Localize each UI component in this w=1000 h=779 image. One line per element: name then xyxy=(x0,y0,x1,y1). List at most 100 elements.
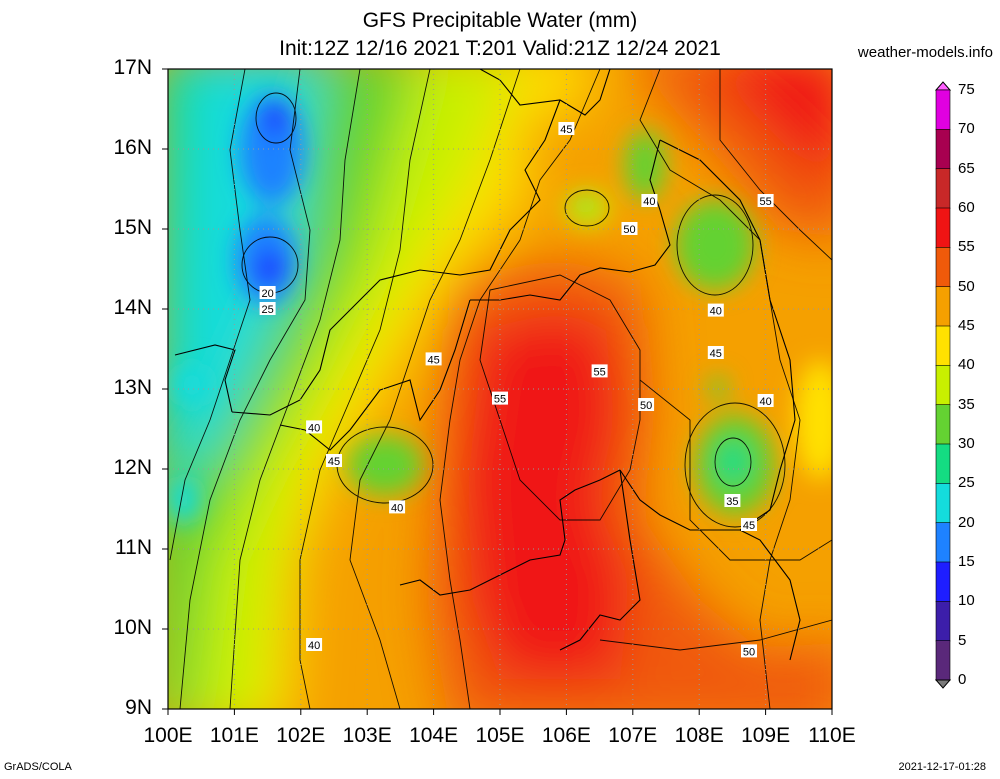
contour-label: 45 xyxy=(326,454,342,468)
coastline xyxy=(174,69,801,661)
contour-label-bg xyxy=(259,286,276,299)
contour-label: 55 xyxy=(492,391,508,406)
contour-label-text: 40 xyxy=(710,306,722,318)
colorbar-label: 45 xyxy=(958,317,975,334)
chart-subtitle: Init:12Z 12/16 2021 T:201 Valid:21Z 12/2… xyxy=(279,37,721,60)
contour-label: 55 xyxy=(757,194,774,208)
contour-labels: 45 55 40 50 20 25 40 45 45 55 55 50 40 40 45 40 35 45 40 50 xyxy=(259,122,774,658)
contour-label: 40 xyxy=(306,420,323,434)
contour-label-bg xyxy=(741,518,757,531)
colorbar-segment xyxy=(935,207,951,249)
contour-label-bg xyxy=(306,420,323,434)
contour-label: 20 xyxy=(259,286,276,300)
contour-label-bg xyxy=(306,638,323,651)
colorbar-label: 70 xyxy=(958,120,975,138)
contour-label-text: 25 xyxy=(261,304,273,316)
lon-label: 106E xyxy=(541,724,591,747)
contour-label-bg xyxy=(621,222,638,235)
contour-label-bg xyxy=(641,194,658,207)
colorbar-segment xyxy=(935,129,951,170)
colorbar-label: 40 xyxy=(958,356,975,374)
lat-label: 17N xyxy=(113,56,152,79)
contour-label: 50 xyxy=(741,644,757,658)
contour-label-bg xyxy=(558,122,575,135)
contour-label: 40 xyxy=(389,500,406,514)
colorbar-segment xyxy=(935,443,951,485)
contour-label-text: 40 xyxy=(643,196,655,208)
contour-label-text: 45 xyxy=(560,124,572,136)
grid-lines xyxy=(168,69,832,709)
lon-label: 105E xyxy=(475,724,525,747)
contour-label: 45 xyxy=(741,518,757,532)
lat-label: 13N xyxy=(113,376,152,399)
contour-label-bg xyxy=(741,644,757,658)
lon-label: 108E xyxy=(674,724,724,747)
contour-label-text: 40 xyxy=(759,396,771,408)
contour-label: 40 xyxy=(707,303,724,318)
colorbar-label: 55 xyxy=(958,238,975,256)
colorbar-label: 5 xyxy=(958,631,967,649)
colorbar-label: 30 xyxy=(958,435,975,452)
colorbar-label: 10 xyxy=(958,592,975,610)
contour-label-text: 40 xyxy=(308,422,320,434)
contour-label-text: 45 xyxy=(743,520,755,532)
lat-label: 12N xyxy=(113,456,152,479)
software-credit: GrADS/COLA xyxy=(4,761,72,773)
lat-label: 16N xyxy=(113,136,152,159)
colorbar-label: 60 xyxy=(958,199,975,216)
colorbar-segment xyxy=(935,247,951,288)
contour-label-text: 45 xyxy=(710,348,722,360)
contour-label-bg xyxy=(707,346,724,359)
lat-label: 9N xyxy=(125,696,152,719)
colorbar-segment xyxy=(935,168,951,209)
colorbar-segment xyxy=(935,483,951,524)
lat-label: 15N xyxy=(113,216,152,239)
colorbar-segment xyxy=(935,640,951,681)
contour-label-bg xyxy=(326,454,342,467)
colorbar-label: 35 xyxy=(958,395,975,413)
colorbar-label: 75 xyxy=(958,81,975,98)
lat-label: 11N xyxy=(115,536,152,559)
colorbar-segment xyxy=(935,89,951,131)
contour-label-bg xyxy=(757,394,774,407)
colorbar-segment xyxy=(935,286,951,327)
contour-label-text: 45 xyxy=(427,354,439,366)
contour-label: 55 xyxy=(591,364,608,378)
lon-label: 101E xyxy=(209,724,259,747)
axis-ticks xyxy=(162,68,833,715)
colorbar-label: 25 xyxy=(958,474,975,492)
lon-label: 100E xyxy=(143,724,193,747)
chart-title: GFS Precipitable Water (mm) xyxy=(362,9,638,32)
contour-label-text: 50 xyxy=(623,224,635,236)
colorbar-label: 20 xyxy=(958,513,975,531)
lon-label: 102E xyxy=(276,724,326,747)
contour-label-text: 35 xyxy=(726,496,738,508)
contour-label-bg xyxy=(425,352,442,366)
contour-label: 40 xyxy=(641,194,658,208)
contour-label: 50 xyxy=(638,398,655,412)
lon-label: 103E xyxy=(342,724,392,747)
colorbar-label: 65 xyxy=(958,159,975,177)
lat-label: 14N xyxy=(113,296,152,319)
colorbar-segment xyxy=(935,561,951,603)
contour-label: 35 xyxy=(724,494,741,508)
contour-label-text: 45 xyxy=(328,456,340,468)
contour-label-bg xyxy=(591,364,608,378)
colorbar-cap-top xyxy=(934,81,952,91)
contour-label-text: 50 xyxy=(743,646,755,658)
colorbar-label: 0 xyxy=(958,671,967,688)
colorbar xyxy=(934,81,952,689)
contour-label-bg xyxy=(259,302,276,315)
colorbar-segment xyxy=(935,404,951,445)
contour-label-text: 50 xyxy=(640,400,652,412)
contour-label-text: 55 xyxy=(759,196,771,208)
contour-label: 45 xyxy=(558,122,575,136)
contour-label-bg xyxy=(389,500,406,514)
contour-label: 45 xyxy=(707,346,724,360)
lon-label: 109E xyxy=(741,724,791,747)
contour-label: 40 xyxy=(306,638,323,652)
contour-label: 25 xyxy=(259,302,276,316)
contour-label-bg xyxy=(707,303,724,317)
colorbar-segment xyxy=(935,325,951,367)
